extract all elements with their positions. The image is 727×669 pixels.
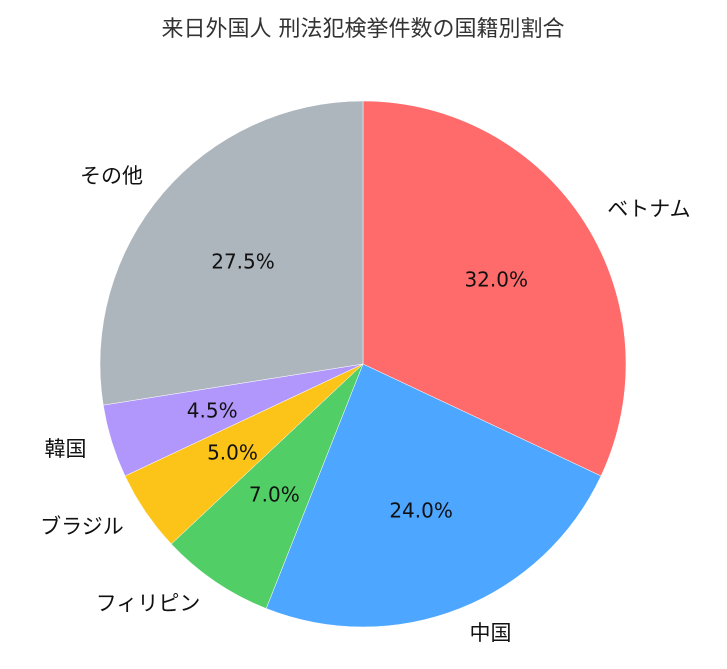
pie-labels: 32.0% ベトナム 24.0% 中国 7.0% フィリピン 5.0% ブラジル 4.5% 韓国 2…	[40, 164, 691, 645]
pie-slice	[265, 363, 602, 628]
slice-category-label: ベトナム	[607, 197, 690, 221]
slice-percentage-label: 24.0%	[389, 499, 453, 523]
pie-slice	[362, 100, 627, 477]
slice-percentage-label: 5.0%	[207, 441, 258, 465]
slice-percentage-label: 4.5%	[187, 398, 238, 422]
slice-percentage-label: 32.0%	[464, 267, 528, 291]
pie-slices	[99, 100, 627, 628]
slice-category-label: フィリピン	[96, 591, 201, 615]
pie-slice	[99, 100, 364, 406]
slice-category-label: ブラジル	[40, 515, 124, 539]
slice-category-label: その他	[80, 164, 143, 188]
pie-slice	[170, 363, 364, 609]
chart-title: 来日外国人 刑法犯検挙件数の国籍別割合	[162, 17, 565, 42]
slice-category-label: 中国	[469, 621, 511, 645]
slice-percentage-label: 27.5%	[211, 250, 275, 274]
slice-category-label: 韓国	[44, 437, 86, 461]
slice-percentage-label: 7.0%	[249, 483, 300, 507]
